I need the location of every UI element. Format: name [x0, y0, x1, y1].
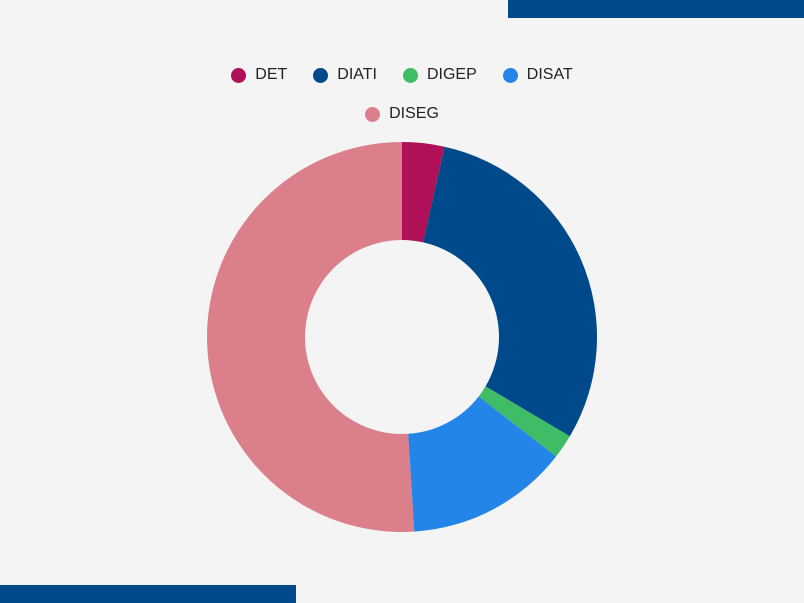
legend-label: DIGEP: [426, 66, 477, 83]
legend-row-1: DET DIATI DIGEP DISAT: [0, 66, 804, 84]
legend-item-digep[interactable]: DIGEP: [402, 66, 477, 84]
slice-digep[interactable]: [478, 386, 570, 457]
legend-marker: [231, 67, 247, 83]
slice-diati[interactable]: [423, 146, 597, 437]
bottom-accent-bar: [0, 585, 296, 603]
top-accent-bar: [508, 0, 804, 18]
legend-marker: [365, 106, 381, 122]
legend-marker: [402, 67, 418, 83]
legend-item-diati[interactable]: DIATI: [313, 66, 377, 84]
legend-item-det[interactable]: DET: [231, 66, 287, 84]
legend-marker: [502, 67, 518, 83]
legend-label: DET: [255, 66, 288, 83]
legend-label: DIATI: [337, 66, 377, 83]
slice-disat[interactable]: [408, 396, 557, 532]
slice-det[interactable]: [402, 142, 445, 243]
legend-label: DISAT: [526, 66, 573, 83]
legend-label: DISEG: [389, 105, 439, 122]
legend-item-diseg[interactable]: DISEG: [365, 105, 439, 123]
legend-marker: [313, 67, 329, 83]
slice-diseg[interactable]: [207, 142, 415, 532]
legend-item-disat[interactable]: DISAT: [502, 66, 573, 84]
legend-row-2: DISEG: [0, 105, 804, 123]
